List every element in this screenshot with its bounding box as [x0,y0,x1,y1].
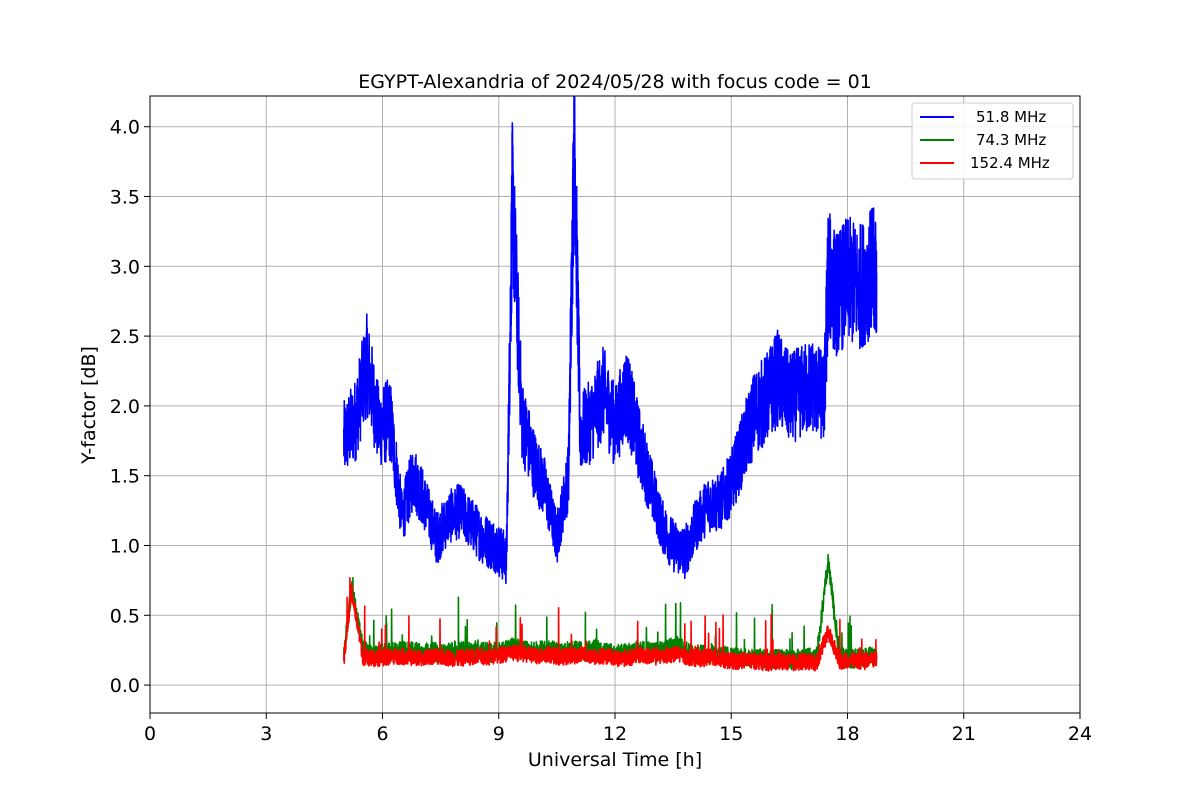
series-layer [343,96,878,672]
x-tick-label: 24 [1068,723,1092,745]
chart-title: EGYPT-Alexandria of 2024/05/28 with focu… [358,71,872,93]
y-tick-label: 1.5 [110,466,140,488]
x-tick-label: 6 [376,723,388,745]
x-axis: 0 3 6 9 12 15 18 21 24 [144,713,1092,745]
y-tick-label: 2.5 [110,326,140,348]
x-tick-label: 21 [952,723,976,745]
y-tick-label: 3.5 [110,187,140,209]
legend-label-51-8: 51.8 MHz [976,108,1046,126]
y-axis: 0.0 0.5 1.0 1.5 2.0 2.5 3.0 3.5 4.0 [110,117,150,697]
legend-box [911,102,1074,180]
series-line-0 [343,96,878,585]
x-tick-label: 3 [260,723,272,745]
x-tick-label: 0 [144,723,156,745]
x-tick-label: 12 [603,723,627,745]
x-axis-label: Universal Time [h] [528,749,702,771]
y-tick-label: 4.0 [110,117,140,139]
x-tick-label: 9 [493,723,505,745]
legend-label-74-3: 74.3 MHz [976,131,1046,149]
legend: 51.8 MHz 74.3 MHz 152.4 MHz [911,102,1074,180]
series-line-2 [343,576,878,672]
y-tick-label: 2.0 [110,396,140,418]
y-tick-label: 0.0 [110,675,140,697]
y-tick-label: 0.5 [110,605,140,627]
y-axis-label: Y-factor [dB] [78,346,100,465]
y-tick-label: 3.0 [110,256,140,278]
legend-label-152-4: 152.4 MHz [970,154,1050,172]
x-tick-label: 15 [719,723,743,745]
y-tick-label: 1.0 [110,535,140,557]
x-tick-label: 18 [835,723,859,745]
plot-area [343,96,878,672]
